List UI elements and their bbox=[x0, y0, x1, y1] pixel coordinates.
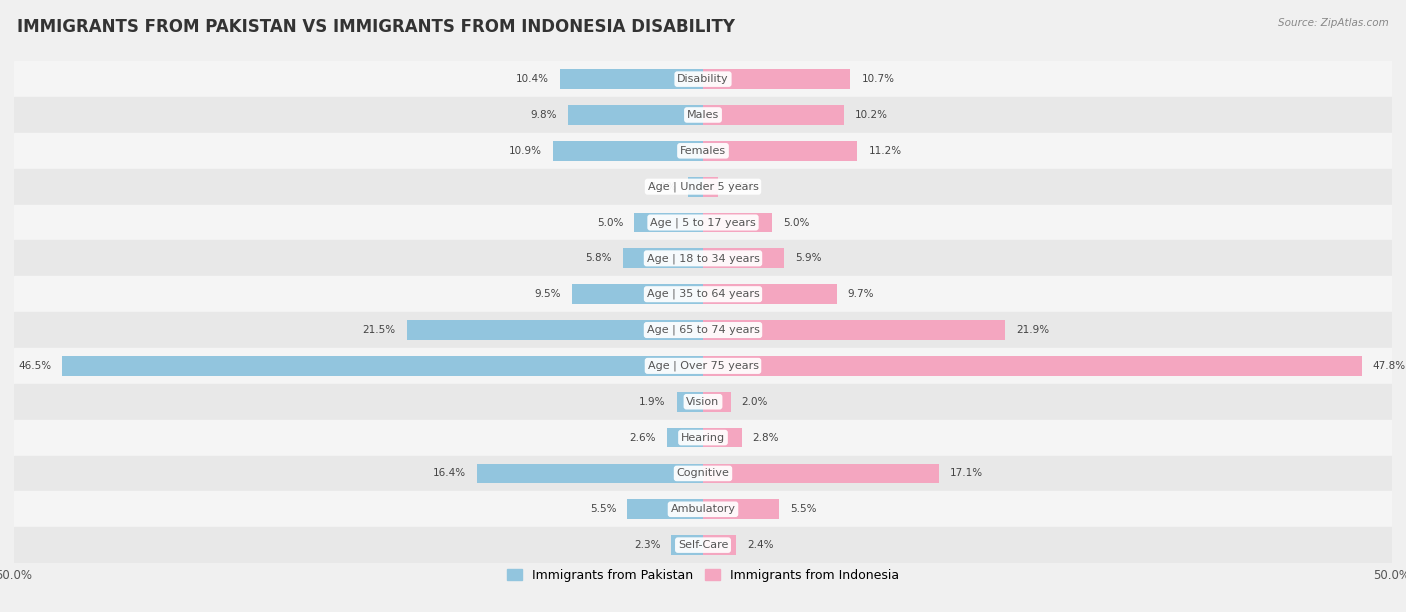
Bar bbox=[14, 455, 1392, 491]
Text: Age | Over 75 years: Age | Over 75 years bbox=[648, 360, 758, 371]
Text: 46.5%: 46.5% bbox=[18, 361, 51, 371]
Text: 21.5%: 21.5% bbox=[363, 325, 395, 335]
Bar bbox=[703, 248, 785, 268]
Bar bbox=[14, 204, 1392, 241]
Text: Disability: Disability bbox=[678, 74, 728, 84]
Bar bbox=[14, 420, 1392, 455]
Text: Age | 65 to 74 years: Age | 65 to 74 years bbox=[647, 325, 759, 335]
Bar bbox=[14, 169, 1392, 204]
Legend: Immigrants from Pakistan, Immigrants from Indonesia: Immigrants from Pakistan, Immigrants fro… bbox=[502, 564, 904, 587]
Bar bbox=[553, 141, 703, 161]
Bar bbox=[14, 241, 1392, 276]
Bar bbox=[14, 61, 1392, 97]
Text: 10.4%: 10.4% bbox=[516, 74, 548, 84]
Bar bbox=[14, 97, 1392, 133]
Bar bbox=[14, 527, 1392, 563]
Text: 1.1%: 1.1% bbox=[730, 182, 755, 192]
Text: 17.1%: 17.1% bbox=[949, 468, 983, 479]
Bar bbox=[688, 177, 703, 196]
Bar bbox=[568, 105, 703, 125]
Text: 10.2%: 10.2% bbox=[855, 110, 887, 120]
Text: 2.8%: 2.8% bbox=[752, 433, 779, 442]
Text: Hearing: Hearing bbox=[681, 433, 725, 442]
Text: Age | Under 5 years: Age | Under 5 years bbox=[648, 181, 758, 192]
Bar bbox=[406, 320, 703, 340]
Text: 2.3%: 2.3% bbox=[634, 540, 661, 550]
Bar bbox=[703, 177, 718, 196]
Bar bbox=[703, 392, 731, 412]
Text: 10.9%: 10.9% bbox=[509, 146, 541, 156]
Text: Age | 18 to 34 years: Age | 18 to 34 years bbox=[647, 253, 759, 264]
Bar bbox=[62, 356, 703, 376]
Text: 47.8%: 47.8% bbox=[1372, 361, 1406, 371]
Bar bbox=[676, 392, 703, 412]
Bar bbox=[14, 312, 1392, 348]
Bar bbox=[703, 69, 851, 89]
Text: Self-Care: Self-Care bbox=[678, 540, 728, 550]
Text: 5.0%: 5.0% bbox=[783, 217, 810, 228]
Bar bbox=[703, 428, 741, 447]
Text: 10.7%: 10.7% bbox=[862, 74, 894, 84]
Text: 1.1%: 1.1% bbox=[651, 182, 676, 192]
Text: 21.9%: 21.9% bbox=[1015, 325, 1049, 335]
Bar bbox=[703, 536, 737, 555]
Bar bbox=[623, 248, 703, 268]
Bar bbox=[703, 285, 837, 304]
Text: 5.5%: 5.5% bbox=[790, 504, 817, 514]
Text: 16.4%: 16.4% bbox=[433, 468, 465, 479]
Text: Ambulatory: Ambulatory bbox=[671, 504, 735, 514]
Bar bbox=[14, 276, 1392, 312]
Text: Vision: Vision bbox=[686, 397, 720, 407]
Text: Males: Males bbox=[688, 110, 718, 120]
Text: 2.0%: 2.0% bbox=[741, 397, 768, 407]
Bar bbox=[703, 320, 1005, 340]
Text: 1.9%: 1.9% bbox=[640, 397, 666, 407]
Text: 2.6%: 2.6% bbox=[630, 433, 657, 442]
Bar bbox=[634, 212, 703, 233]
Text: 5.0%: 5.0% bbox=[596, 217, 623, 228]
Bar bbox=[703, 463, 939, 483]
Text: 5.8%: 5.8% bbox=[585, 253, 612, 263]
Bar bbox=[703, 105, 844, 125]
Text: 9.7%: 9.7% bbox=[848, 289, 875, 299]
Bar bbox=[627, 499, 703, 519]
Text: 9.5%: 9.5% bbox=[534, 289, 561, 299]
Text: IMMIGRANTS FROM PAKISTAN VS IMMIGRANTS FROM INDONESIA DISABILITY: IMMIGRANTS FROM PAKISTAN VS IMMIGRANTS F… bbox=[17, 18, 735, 36]
Text: 11.2%: 11.2% bbox=[869, 146, 901, 156]
Text: Females: Females bbox=[681, 146, 725, 156]
Text: 9.8%: 9.8% bbox=[530, 110, 557, 120]
Bar bbox=[14, 491, 1392, 527]
Text: Cognitive: Cognitive bbox=[676, 468, 730, 479]
Bar bbox=[14, 348, 1392, 384]
Text: Age | 35 to 64 years: Age | 35 to 64 years bbox=[647, 289, 759, 299]
Bar bbox=[671, 536, 703, 555]
Bar bbox=[703, 141, 858, 161]
Text: 2.4%: 2.4% bbox=[747, 540, 773, 550]
Bar bbox=[477, 463, 703, 483]
Bar bbox=[668, 428, 703, 447]
Text: 5.9%: 5.9% bbox=[796, 253, 823, 263]
Bar bbox=[703, 356, 1361, 376]
Text: Age | 5 to 17 years: Age | 5 to 17 years bbox=[650, 217, 756, 228]
Text: 5.5%: 5.5% bbox=[589, 504, 616, 514]
Bar bbox=[14, 133, 1392, 169]
Bar bbox=[560, 69, 703, 89]
Bar bbox=[14, 384, 1392, 420]
Bar bbox=[703, 212, 772, 233]
Text: Source: ZipAtlas.com: Source: ZipAtlas.com bbox=[1278, 18, 1389, 28]
Bar bbox=[703, 499, 779, 519]
Bar bbox=[572, 285, 703, 304]
